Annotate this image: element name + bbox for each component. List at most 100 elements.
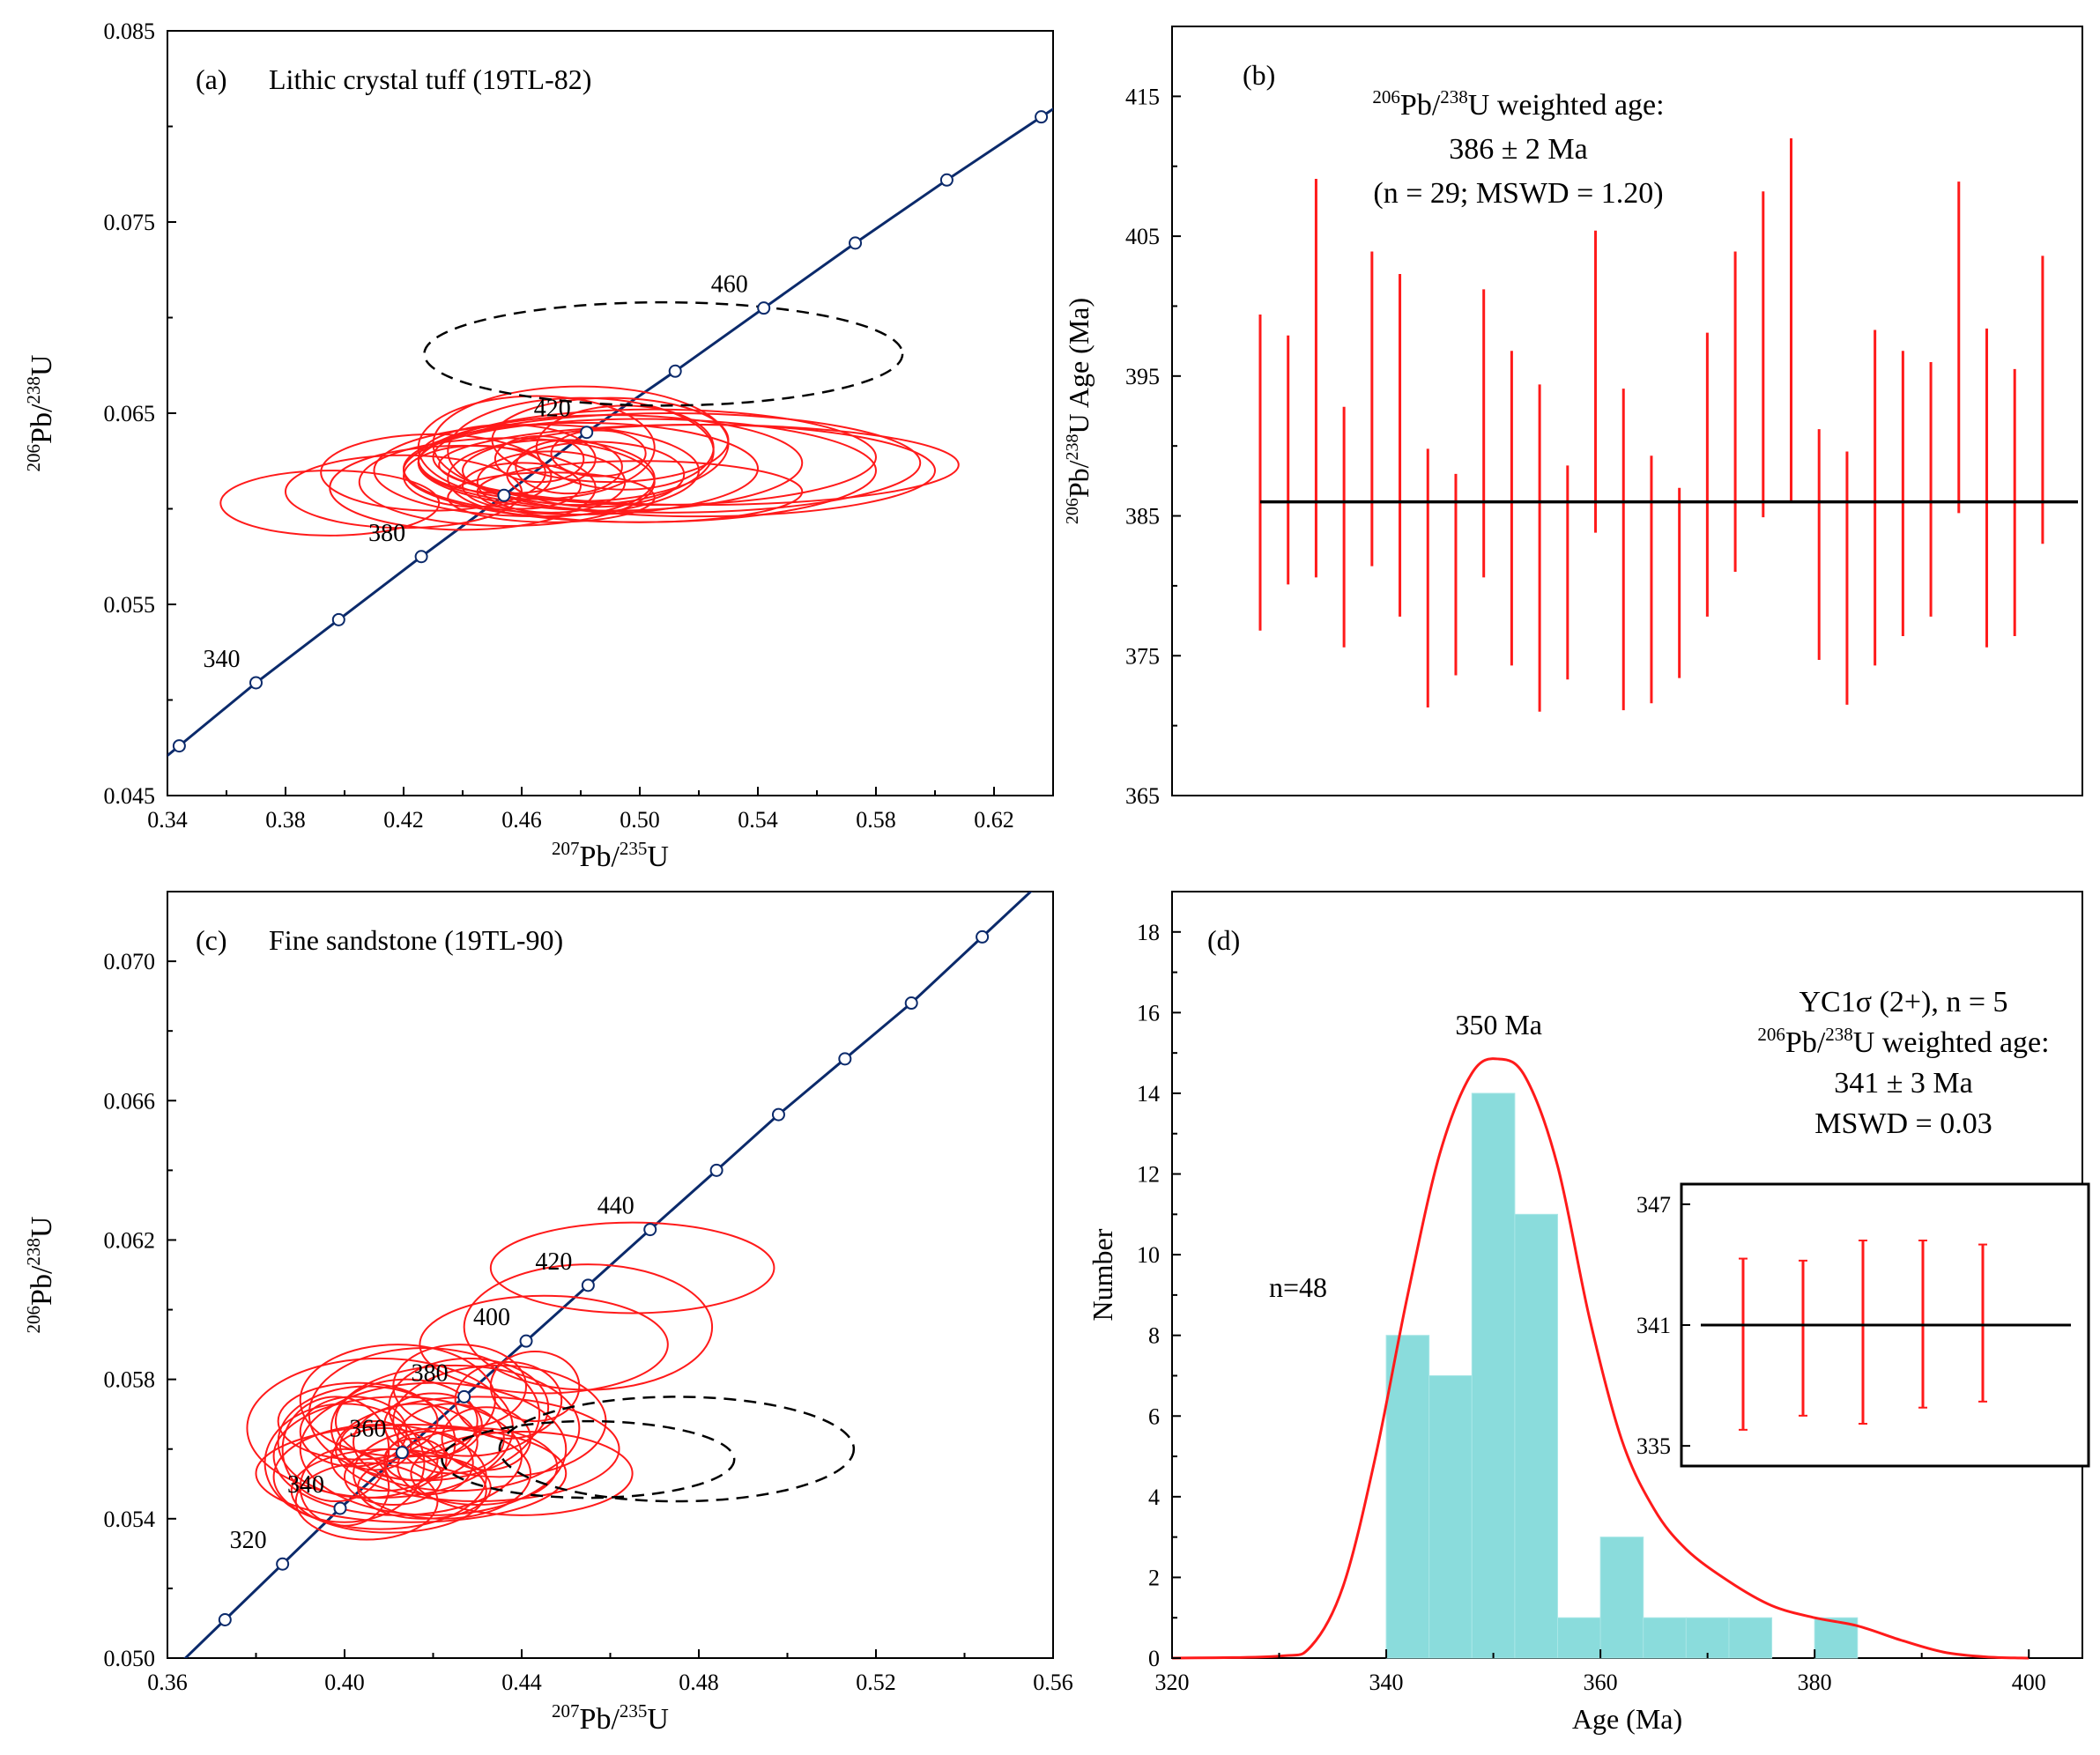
data-layer-c — [183, 892, 1033, 1658]
error-ellipse-c-28 — [454, 1360, 563, 1440]
y-tick-label-a-3: 0.075 — [104, 210, 156, 235]
inset-weighted-age-heading-d-part-0: 206 — [1757, 1024, 1785, 1045]
inset-weighted-age-heading-d-part-1: Pb/ — [1785, 1026, 1826, 1059]
panel-label-a: (a) — [196, 63, 227, 95]
weighted-age-heading-b: 206Pb/238U weighted age: — [1372, 86, 1664, 122]
histogram-bar-d-8 — [1728, 1617, 1773, 1659]
age-label-a-2: 420 — [534, 396, 571, 423]
n-label-d: n=48 — [1269, 1271, 1327, 1303]
weighted-age-stats-b: (n = 29; MSWD = 1.20) — [1373, 177, 1663, 210]
concordia-point-a-8 — [849, 236, 863, 250]
x-tick-label-a-4: 0.50 — [620, 807, 660, 833]
y-tick-label-a-1: 0.055 — [104, 592, 156, 618]
x-tick-label-c-5: 0.56 — [1033, 1670, 1073, 1695]
excluded-ellipse-a-0 — [423, 300, 904, 407]
y-axis-label-b-part-1: Pb/ — [1063, 460, 1095, 498]
error-ellipse-c-4 — [255, 1424, 568, 1523]
y-tick-label-b-1: 375 — [1125, 643, 1160, 669]
x-tick-label-c-2: 0.44 — [501, 1670, 542, 1695]
age-label-c-2: 360 — [349, 1416, 386, 1443]
concordia-point-a-0 — [172, 739, 186, 753]
inset-y-tick-label-d-2: 347 — [1636, 1192, 1671, 1218]
x-axis-label-a-part-3: U — [647, 840, 669, 873]
x-axis-label-c-part-3: U — [647, 1703, 669, 1736]
age-label-a-3: 460 — [711, 271, 748, 299]
concordia-point-c-3 — [395, 1446, 409, 1460]
y-tick-label-b-5: 415 — [1125, 84, 1160, 109]
y-axis-label-c-part-2: 238 — [23, 1238, 44, 1266]
age-label-c-1: 340 — [287, 1471, 324, 1499]
y-tick-label-d-5: 10 — [1137, 1242, 1160, 1268]
y-tick-label-d-1: 2 — [1148, 1565, 1160, 1590]
y-tick-label-d-4: 8 — [1148, 1323, 1160, 1349]
concordia-point-c-7 — [643, 1223, 657, 1237]
y-tick-label-b-0: 365 — [1125, 783, 1160, 809]
x-tick-label-d-3: 380 — [1798, 1670, 1832, 1695]
histogram-bar-d-6 — [1643, 1617, 1687, 1659]
concordia-point-a-3 — [414, 550, 428, 564]
x-tick-label-d-1: 340 — [1369, 1670, 1404, 1695]
error-ellipse-c-22 — [410, 1430, 634, 1516]
histogram-bar-d-2 — [1471, 1092, 1516, 1659]
y-tick-label-b-4: 405 — [1125, 224, 1160, 249]
y-tick-label-d-3: 6 — [1148, 1403, 1160, 1429]
error-ellipse-c-23 — [334, 1378, 479, 1464]
concordia-point-a-4 — [497, 488, 511, 502]
x-tick-label-c-4: 0.52 — [856, 1670, 896, 1695]
y-tick-label-c-3: 0.062 — [104, 1227, 156, 1253]
x-tick-label-a-1: 0.38 — [265, 807, 306, 833]
concordia-point-c-11 — [904, 996, 918, 1011]
x-tick-label-d-0: 320 — [1155, 1670, 1190, 1695]
y-tick-label-b-3: 395 — [1125, 364, 1160, 389]
y-tick-label-c-2: 0.058 — [104, 1367, 156, 1393]
y-axis-label-b-part-3: U Age (Ma) — [1063, 298, 1095, 434]
x-tick-label-d-4: 400 — [2012, 1670, 2046, 1695]
y-axis-label-d: Number — [1087, 1228, 1118, 1321]
inset-y-tick-label-d-1: 341 — [1636, 1313, 1671, 1338]
y-axis-label-b-part-0: 206 — [1063, 498, 1082, 524]
x-tick-label-a-3: 0.46 — [501, 807, 542, 833]
concordia-point-a-5 — [580, 426, 594, 440]
x-axis-label-a-part-0: 207 — [552, 838, 580, 859]
concordia-point-a-1 — [249, 676, 263, 690]
concordia-point-c-0 — [218, 1613, 232, 1626]
inset-weighted-age-heading-d: 206Pb/238U weighted age: — [1757, 1024, 2049, 1059]
y-axis-label-a-part-2: 238 — [23, 376, 44, 404]
concordia-point-c-2 — [333, 1501, 347, 1515]
y-axis-label-a: 206Pb/238U — [23, 355, 58, 472]
x-axis-label-c-part-1: Pb/ — [580, 1703, 620, 1736]
y-tick-label-a-4: 0.085 — [104, 19, 156, 44]
excluded-ellipse-c-1 — [441, 1419, 736, 1500]
panel-label-b: (b) — [1243, 59, 1275, 91]
concordia-curve-c — [183, 892, 1033, 1658]
x-tick-label-a-0: 0.34 — [147, 807, 188, 833]
y-tick-label-c-1: 0.054 — [104, 1507, 156, 1532]
x-axis-label-a-part-1: Pb/ — [580, 840, 620, 873]
histogram-bar-d-4 — [1557, 1617, 1601, 1659]
age-label-a-1: 380 — [368, 520, 405, 547]
y-axis-label-c-part-1: Pb/ — [26, 1265, 58, 1306]
error-ellipse-c-31 — [441, 1406, 532, 1471]
y-tick-label-b-2: 385 — [1125, 504, 1160, 529]
y-axis-label-c: 206Pb/238U — [23, 1217, 58, 1334]
error-ellipse-c-29 — [489, 1351, 581, 1423]
plot-frame-c — [167, 891, 1054, 1659]
y-axis-label-c-part-3: U — [26, 1217, 58, 1239]
error-ellipse-c-1 — [272, 1396, 523, 1516]
y-tick-label-c-0: 0.050 — [104, 1646, 156, 1671]
inset-y-tick-label-d-0: 335 — [1636, 1433, 1671, 1459]
y-tick-label-d-9: 18 — [1137, 920, 1160, 945]
plot-frame-b — [1171, 26, 2083, 796]
error-ellipse-c-34 — [338, 1420, 412, 1471]
x-axis-label-a: 207Pb/235U — [552, 838, 669, 873]
panel-label-c: (c) — [196, 924, 227, 956]
x-tick-label-c-1: 0.40 — [324, 1670, 365, 1695]
concordia-point-a-10 — [1035, 110, 1049, 124]
error-ellipse-a-22 — [550, 429, 647, 478]
histogram-bar-d-1 — [1428, 1374, 1473, 1659]
error-ellipse-c-33 — [383, 1392, 483, 1457]
y-tick-label-c-5: 0.070 — [104, 949, 156, 974]
error-ellipse-a-28 — [462, 462, 582, 510]
y-axis-label-a-part-3: U — [26, 355, 58, 377]
concordia-point-a-2 — [331, 612, 345, 626]
